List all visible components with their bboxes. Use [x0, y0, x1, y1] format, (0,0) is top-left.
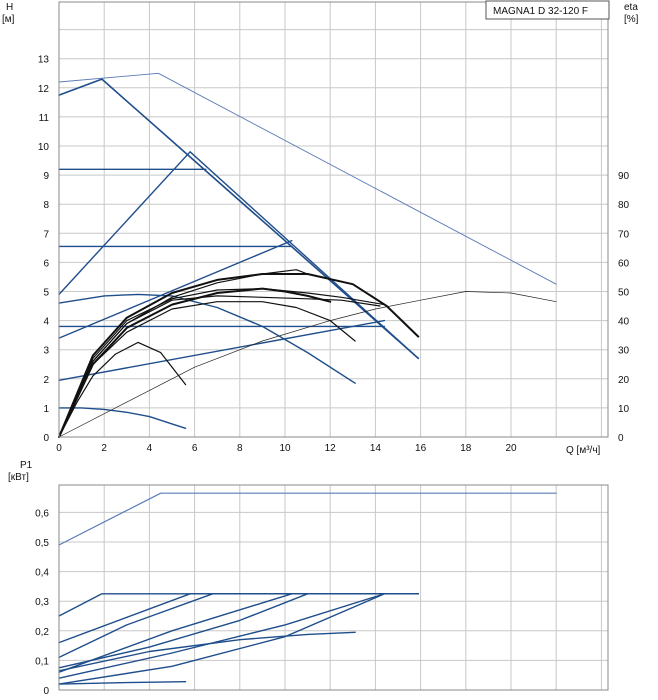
head-tick-label: 8 [43, 200, 49, 211]
head-series-efficiency-11 [58, 341, 187, 438]
power-chart-series [58, 492, 557, 685]
head-series-prop-pressure-line-6 [58, 239, 293, 339]
eta-tick-label: 50 [618, 288, 630, 299]
flow-axis-ticks: 0 2 4 6 8 10 12 14 16 18 20 [56, 443, 517, 454]
flow-tick-label: 8 [237, 443, 243, 454]
head-tick-label: 9 [43, 171, 49, 182]
eta-tick-label: 0 [618, 433, 624, 444]
head-series-speed-curve-9 [58, 407, 187, 429]
power-axis-label-unit: [кВт] [8, 472, 29, 483]
head-series-prop-pressure-line-5 [58, 151, 419, 360]
efficiency-axis-ticks: 0 10 20 30 40 50 60 70 80 90 [618, 171, 630, 444]
head-axis-label-top: H [6, 2, 13, 13]
head-axis-label-unit: [м] [2, 14, 15, 25]
head-series-efficiency-13 [58, 269, 309, 438]
head-tick-label: 2 [43, 375, 49, 386]
head-tick-label: 13 [38, 55, 50, 66]
power-series-power-9 [58, 681, 187, 685]
eta-tick-label: 30 [618, 346, 630, 357]
power-chart-grid [59, 485, 608, 690]
head-series-efficiency-15 [58, 288, 385, 438]
flow-axis-label: Q [м³/ч] [566, 445, 601, 456]
head-tick-label: 10 [38, 142, 50, 153]
head-chart-series [58, 72, 557, 438]
head-series-efficiency-14 [58, 295, 381, 438]
flow-tick-label: 18 [460, 443, 472, 454]
head-chart-frame [58, 1, 609, 438]
head-tick-label: 6 [43, 258, 49, 269]
power-series-power-max-0 [58, 492, 557, 546]
eta-tick-label: 10 [618, 404, 630, 415]
eta-tick-label: 60 [618, 258, 630, 269]
power-tick-label: 0 [43, 686, 49, 697]
head-tick-label: 7 [43, 229, 49, 240]
flow-tick-label: 6 [192, 443, 198, 454]
flow-tick-label: 12 [325, 443, 337, 454]
head-tick-label: 1 [43, 404, 49, 415]
flow-tick-label: 16 [415, 443, 427, 454]
model-legend-box: MAGNA1 D 32-120 F [485, 0, 610, 20]
head-tick-label: 11 [39, 113, 50, 124]
eta-tick-label: 20 [618, 375, 630, 386]
flow-tick-label: 0 [56, 443, 62, 454]
model-label: MAGNA1 D 32-120 F [493, 6, 588, 17]
head-series-prop-pressure-line-7 [58, 319, 386, 381]
power-series-power-6 [58, 631, 356, 672]
power-series-power-7 [58, 593, 419, 679]
flow-tick-label: 20 [505, 443, 517, 454]
eta-tick-label: 40 [618, 317, 630, 328]
power-series-power-5 [58, 593, 419, 669]
power-tick-label: 0,4 [35, 568, 49, 579]
flow-tick-label: 14 [370, 443, 382, 454]
power-tick-label: 0,3 [35, 597, 49, 608]
head-chart-grid [59, 2, 608, 437]
flow-tick-label: 2 [101, 443, 107, 454]
power-tick-label: 0,2 [35, 627, 49, 638]
head-series-efficiency-thin-10 [58, 291, 557, 438]
power-tick-label: 0,5 [35, 538, 49, 549]
power-series-power-3 [58, 593, 419, 659]
power-series-power-8 [58, 593, 419, 685]
eta-tick-label: 80 [618, 200, 630, 211]
flow-tick-label: 4 [147, 443, 153, 454]
flow-tick-label: 10 [279, 443, 291, 454]
head-tick-label: 0 [43, 433, 49, 444]
power-tick-label: 0,6 [35, 508, 49, 519]
head-series-efficiency-bold-16 [58, 273, 420, 438]
head-tick-label: 5 [43, 288, 49, 299]
head-series-speed-curve-8 [58, 293, 356, 384]
head-tick-label: 3 [43, 346, 49, 357]
head-series-prop-pressure-max-1 [58, 78, 420, 360]
head-tick-label: 4 [43, 317, 49, 328]
power-axis-ticks: 0 0,1 0,2 0,3 0,4 0,5 0,6 [35, 508, 49, 697]
power-chart-frame [58, 484, 609, 691]
eta-tick-label: 70 [618, 229, 630, 240]
head-series-max-limit-thin-0 [58, 72, 557, 285]
power-axis-label-top: P1 [20, 460, 33, 471]
power-series-power-1 [58, 593, 419, 617]
eta-tick-label: 90 [618, 171, 630, 182]
eta-axis-label-top: eta [624, 2, 638, 13]
power-tick-label: 0,1 [35, 656, 49, 667]
head-series-efficiency-12 [58, 301, 356, 438]
eta-axis-label-unit: [%] [624, 14, 639, 25]
head-series-efficiency-bold-17 [58, 287, 332, 438]
head-tick-label: 12 [38, 84, 50, 95]
